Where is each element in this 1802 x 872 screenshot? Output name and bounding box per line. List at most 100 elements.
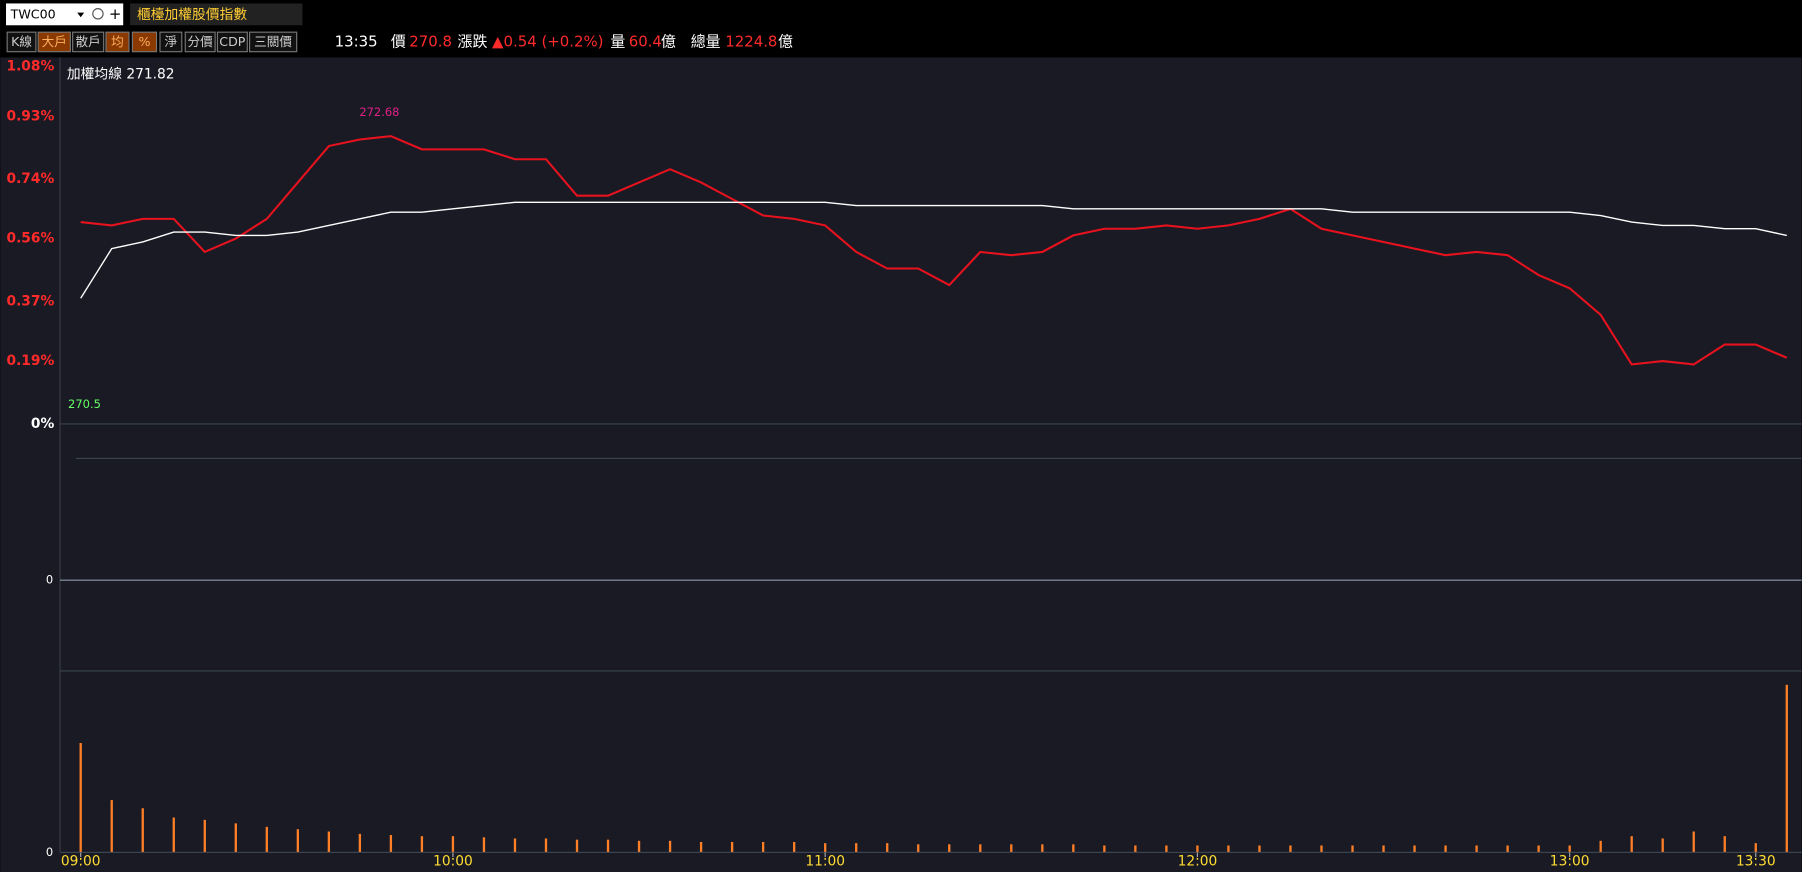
x-tick-label: 10:00 (433, 854, 473, 870)
button-label: K線 (11, 34, 32, 49)
y-tick-label: 0% (31, 416, 55, 432)
toolbar-button[interactable] (37, 31, 71, 53)
button-label: 分價 (188, 34, 214, 49)
toolbar-button[interactable] (216, 31, 248, 53)
volume-bar (79, 743, 82, 853)
volume-bar (296, 829, 299, 853)
volume-bar (358, 833, 362, 853)
volume-bar (575, 839, 579, 853)
button-label: 三關價 (254, 34, 292, 49)
dropdown-arrow[interactable] (77, 12, 85, 18)
volume-bar (172, 817, 175, 853)
volume-bar (917, 844, 920, 853)
volume-bar (1506, 845, 1509, 853)
volume-bar (948, 844, 951, 853)
x-tick-label: 13:30 (1736, 854, 1776, 870)
x-tick-label: 11:00 (805, 854, 845, 870)
volume-bar (1630, 836, 1633, 853)
volume-bar (1351, 845, 1354, 853)
volume-bar (761, 841, 765, 853)
button-label: 散戶 (76, 34, 101, 49)
volume-bar (1134, 845, 1137, 853)
volume-bar (451, 836, 455, 853)
volume-bar (203, 819, 206, 853)
volume-bar (1103, 845, 1106, 853)
volume-bar (110, 800, 113, 853)
symbol: TWC00 (10, 6, 56, 21)
toolbar-button[interactable] (131, 31, 158, 53)
toolbar-button[interactable] (249, 31, 298, 53)
volume-bar (389, 835, 393, 853)
volume-bar (730, 841, 734, 853)
change: ▲0.54 (+0.2%) (492, 33, 603, 51)
toolbar-button[interactable] (6, 31, 37, 53)
volume-bar (1568, 845, 1571, 853)
volume-bar (1382, 845, 1385, 853)
button-label: % (138, 34, 150, 49)
price-line (80, 135, 1788, 366)
button-label: 均 (111, 34, 124, 49)
volume-bar (637, 840, 641, 853)
volume-bar (1785, 684, 1788, 853)
average-line (80, 201, 1787, 299)
index-name: 櫃檯加權股價指數 (137, 7, 247, 23)
toolbar-button[interactable] (105, 31, 130, 53)
button-label: 淨 (165, 34, 178, 49)
search-icon[interactable] (92, 8, 104, 20)
volume-bar (1661, 838, 1664, 853)
toolbar-button[interactable] (72, 31, 105, 53)
volume-bar (855, 843, 858, 853)
volume-bar (668, 840, 672, 853)
volume-bar (1010, 844, 1013, 853)
total-label: 總量 (691, 33, 721, 51)
volume-bar (482, 837, 486, 853)
y-tick-label: 0 (46, 845, 53, 859)
symbol-input[interactable] (6, 3, 124, 26)
button-label: CDP (219, 34, 246, 49)
volume-bar (793, 841, 796, 853)
change-label: 漲跌 (458, 33, 488, 51)
volume-bar (886, 843, 889, 853)
volume-bar (1041, 844, 1044, 853)
volume-bar (1537, 845, 1540, 853)
volume-bar (420, 836, 424, 853)
button-label: 大戶 (42, 34, 67, 49)
max-label: 272.68 (359, 105, 399, 119)
volume-bar (265, 826, 268, 853)
x-tick-label: 13:00 (1550, 854, 1590, 870)
volume-bar (1320, 845, 1323, 853)
volume-bar (1413, 845, 1416, 853)
name-box (130, 3, 303, 26)
volume-bar (1289, 845, 1292, 853)
y-tick-label: 1.08% (7, 59, 55, 75)
volume-bar (1599, 840, 1602, 853)
y-tick-label: 0 (46, 573, 53, 587)
toolbar (0, 27, 1802, 58)
price-label: 價 (391, 33, 406, 51)
volume-bar (1227, 845, 1230, 853)
y-tick-label: 0.37% (7, 294, 55, 310)
y-tick-label: 0.74% (7, 171, 55, 187)
legend: 加權均線 271.82 (67, 67, 175, 83)
volume-bar (1754, 843, 1757, 853)
x-tick-label: 12:00 (1178, 854, 1218, 870)
volume-bar (1692, 831, 1695, 853)
base-label: 270.5 (68, 397, 101, 411)
y-tick-label: 0.56% (7, 231, 55, 247)
volume-bar (234, 823, 237, 853)
x-tick-label: 09:00 (61, 854, 101, 870)
toolbar-button[interactable] (159, 31, 183, 53)
volume-bar (824, 843, 827, 853)
add-icon[interactable]: + (109, 5, 122, 23)
volume-bar (699, 841, 703, 853)
volume-bar (544, 838, 548, 853)
price: 270.8 (409, 33, 452, 51)
quote-time: 13:35 (335, 33, 378, 51)
y-tick-label: 0.19% (7, 353, 55, 369)
total-unit: 億 (778, 33, 793, 51)
toolbar-button[interactable] (184, 31, 216, 53)
total: 1224.8 (725, 33, 777, 51)
